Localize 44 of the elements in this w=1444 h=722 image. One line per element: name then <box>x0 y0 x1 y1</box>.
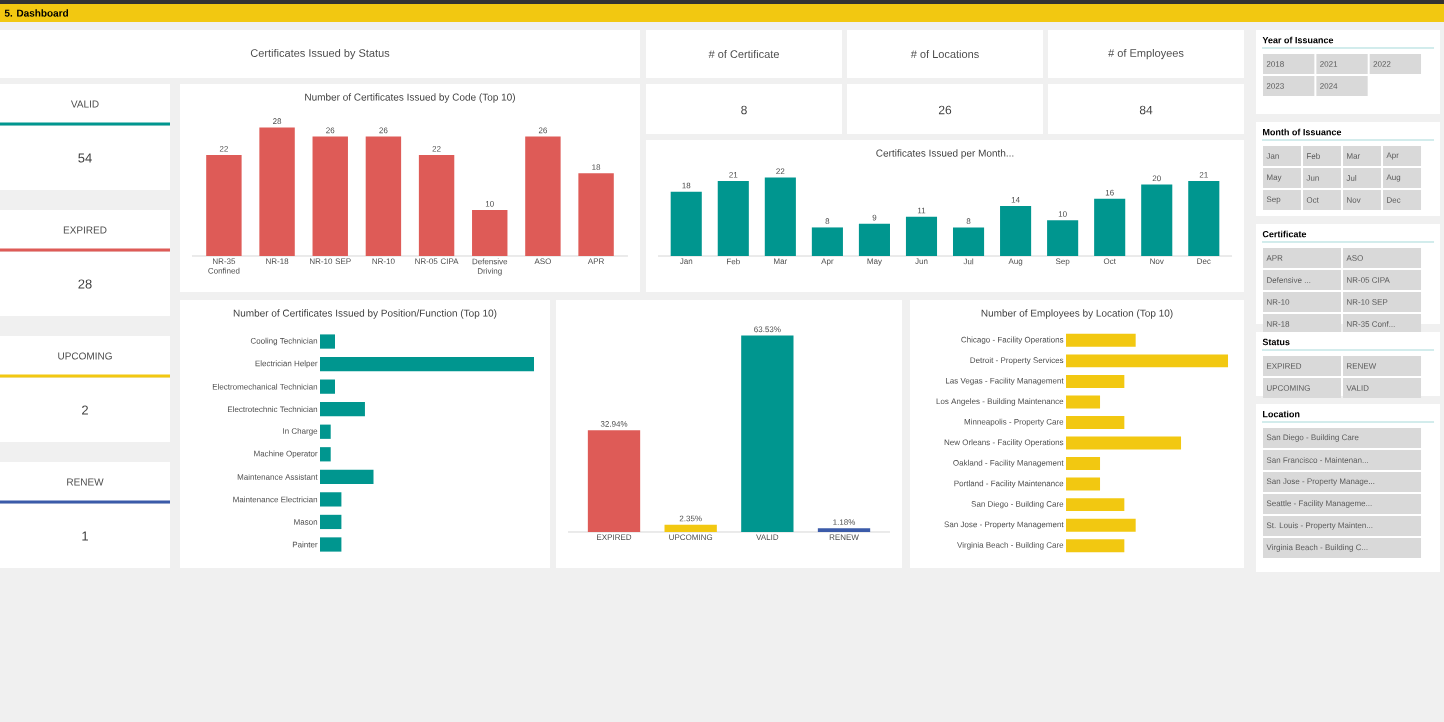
bar <box>320 334 335 349</box>
bar <box>320 447 331 462</box>
bar <box>320 537 342 552</box>
bar <box>365 136 402 256</box>
bar <box>1066 498 1125 512</box>
bar <box>1047 220 1079 256</box>
bar <box>320 402 365 417</box>
bar <box>1094 198 1126 256</box>
bar <box>1066 539 1125 553</box>
bar <box>741 335 794 532</box>
bar <box>1066 436 1182 450</box>
bar <box>664 524 717 532</box>
bar <box>578 173 614 256</box>
bar <box>525 136 561 256</box>
bar <box>206 154 242 256</box>
bar <box>764 177 796 256</box>
bar <box>418 154 455 256</box>
bar <box>1066 374 1125 388</box>
bar <box>717 181 749 256</box>
bar <box>259 127 295 256</box>
bar <box>320 424 331 439</box>
bar <box>858 223 890 256</box>
bar <box>670 191 702 256</box>
bar <box>1066 518 1136 532</box>
bar <box>587 430 641 532</box>
bar <box>320 379 335 394</box>
bar <box>952 227 985 256</box>
bar <box>1066 395 1101 409</box>
bar <box>1141 184 1173 256</box>
bar <box>320 469 374 484</box>
bar <box>1000 206 1032 256</box>
bar <box>1066 415 1125 429</box>
bar <box>905 216 938 256</box>
bar <box>1066 354 1229 368</box>
bar <box>320 492 342 507</box>
bar <box>472 210 508 256</box>
bar <box>1066 333 1136 347</box>
bar <box>1066 477 1101 491</box>
bar <box>320 356 534 372</box>
bar <box>1188 181 1220 256</box>
bar <box>312 136 348 256</box>
bar <box>320 514 342 530</box>
bar <box>811 227 843 256</box>
bar <box>1066 457 1101 471</box>
